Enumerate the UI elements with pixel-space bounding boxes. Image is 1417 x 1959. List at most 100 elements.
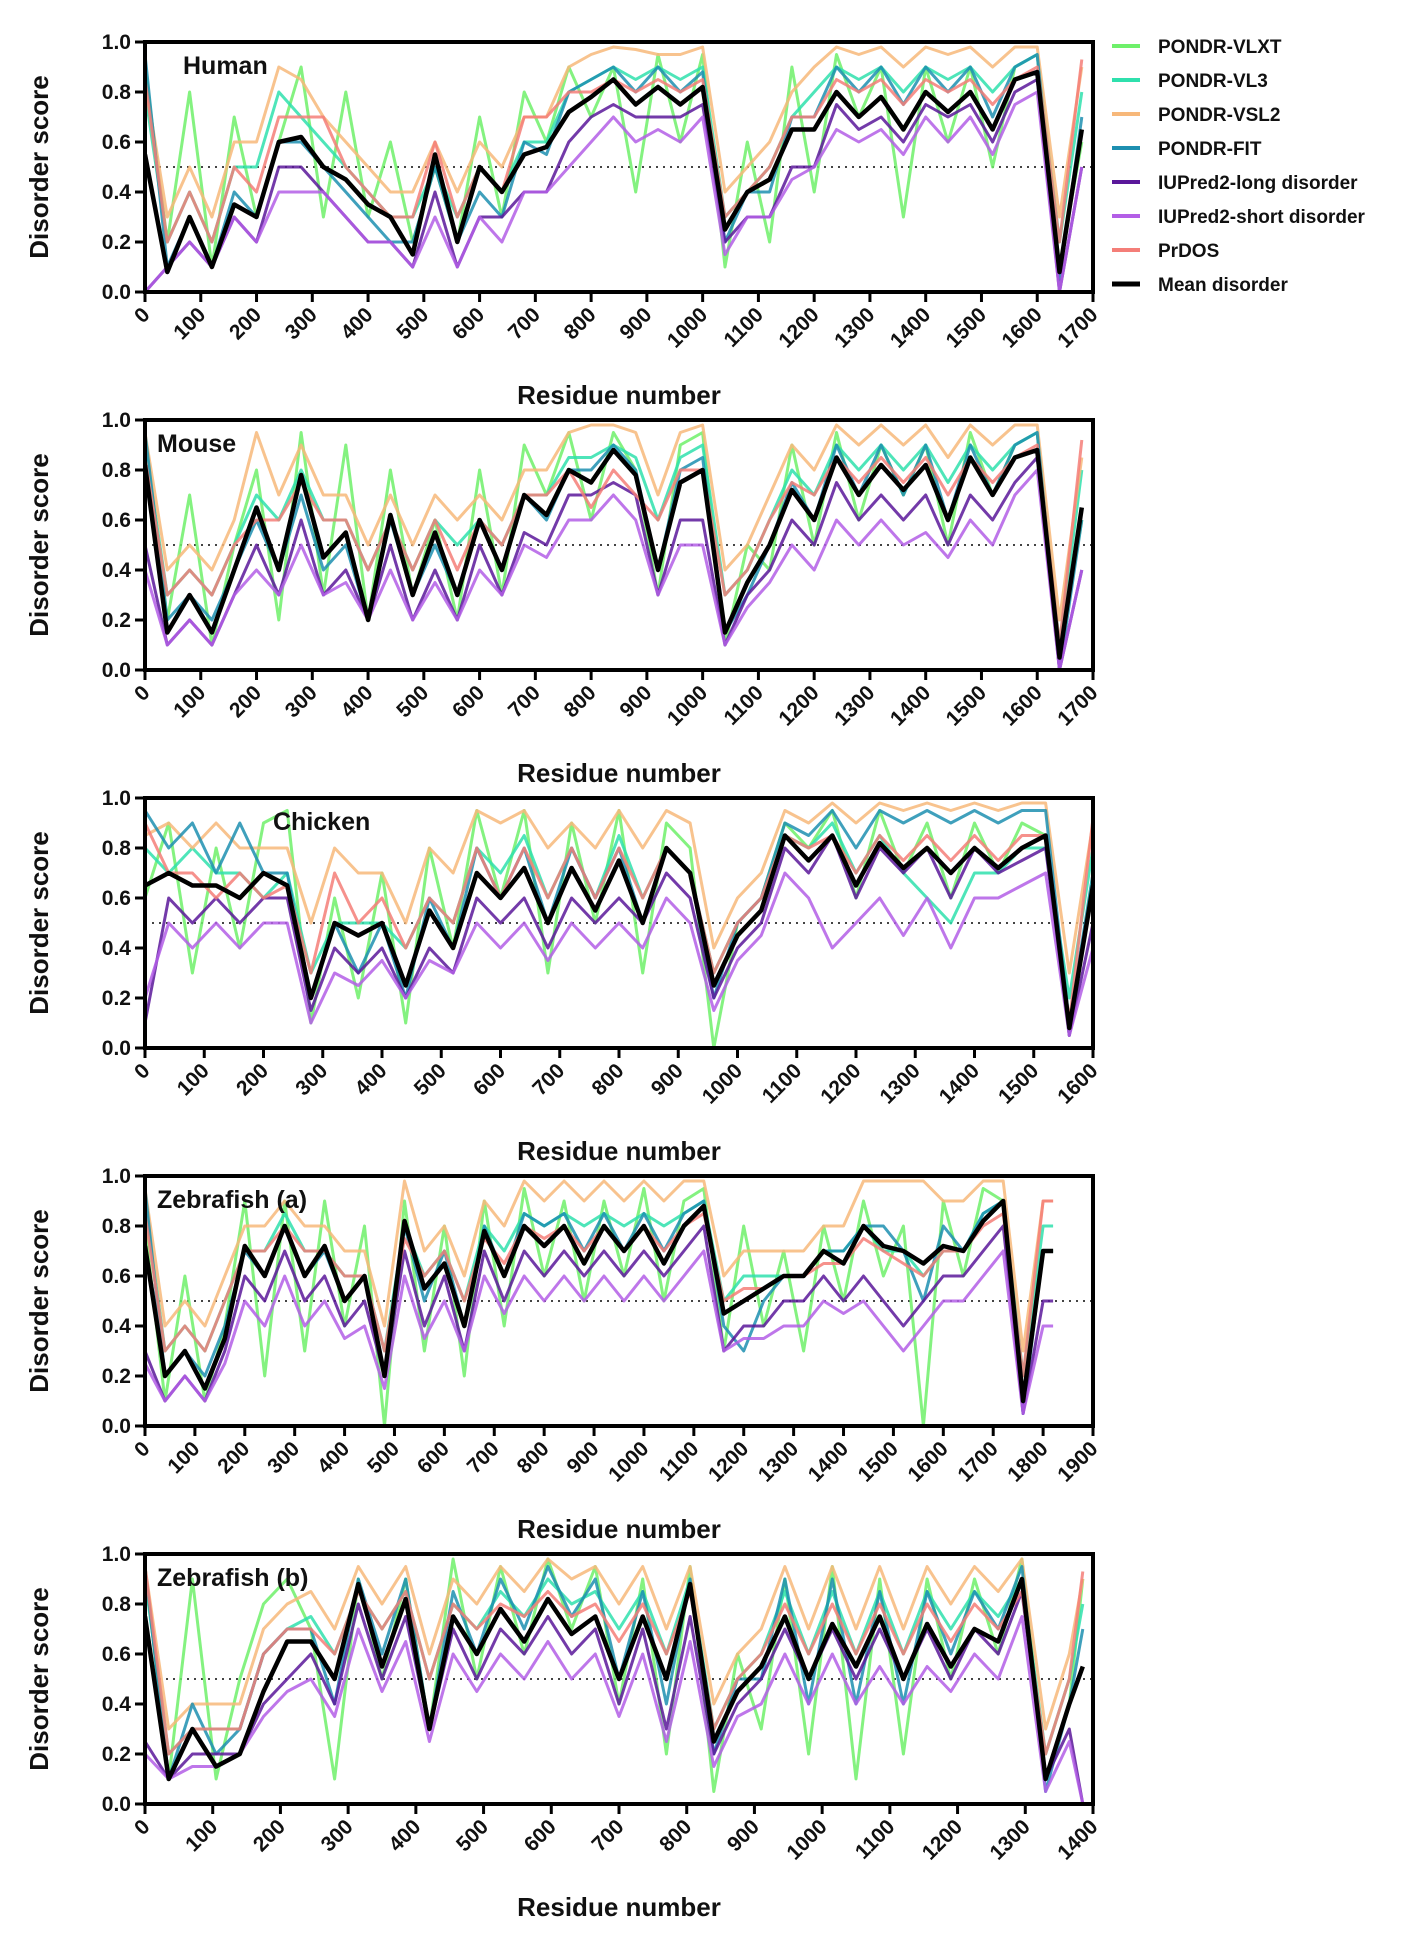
y-tick-label: 0.8 xyxy=(102,1215,132,1238)
x-tick-label: 1600 xyxy=(904,1437,953,1486)
series-line-pondr-vsl2 xyxy=(145,801,1093,975)
y-tick-label: 0.0 xyxy=(102,1037,131,1060)
x-tick-label: 1400 xyxy=(886,681,935,730)
x-tick-label: 1700 xyxy=(1053,681,1102,730)
x-tick-label: 1500 xyxy=(854,1437,903,1486)
chart-panel-2: 0.0 0.2 0.4 0.6 0.8 1.0 0 100 200 300 400 500 600 700… xyxy=(24,409,1103,788)
series-group xyxy=(145,801,1093,1048)
x-tick-label: 1700 xyxy=(953,1437,1002,1486)
legend-label: PONDR-VLXT xyxy=(1158,37,1282,58)
x-tick-label: 1600 xyxy=(997,303,1046,352)
series-line-iupred2-long-disorder xyxy=(145,1590,1085,1804)
x-tick-label: 1500 xyxy=(942,681,991,730)
x-tick-label: 600 xyxy=(448,681,489,722)
x-tick-label: 1000 xyxy=(782,1815,831,1864)
series-line-prdos xyxy=(145,1566,1085,1756)
legend-label: PONDR-VSL2 xyxy=(1158,105,1280,126)
y-axis-title: Disorder score xyxy=(24,75,54,259)
series-line-mean-disorder xyxy=(145,1576,1085,1782)
y-tick-label: 0.4 xyxy=(102,1693,132,1716)
series-group xyxy=(145,1179,1054,1426)
series-line-iupred2-long-disorder xyxy=(145,78,1084,292)
y-tick-label: 0.4 xyxy=(102,559,132,582)
x-tick-label: 600 xyxy=(520,1815,561,1856)
x-tick-label: 500 xyxy=(392,303,433,344)
series-line-mean-disorder xyxy=(145,833,1093,1031)
series-line-pondr-vlxt xyxy=(145,1187,1054,1426)
chart-panel-3: 0.0 0.2 0.4 0.6 0.8 1.0 0 100 200 300 400 500 600 700… xyxy=(24,787,1103,1166)
panel-title: Mouse xyxy=(157,430,236,458)
x-tick-label: 500 xyxy=(363,1437,404,1478)
y-tick-label: 0.0 xyxy=(102,1793,131,1816)
plot-frame xyxy=(143,418,1095,672)
x-tick-label: 900 xyxy=(563,1437,604,1478)
series-line-pondr-vsl2 xyxy=(145,45,1084,219)
series-line-iupred2-short-disorder xyxy=(145,468,1084,670)
legend-label: PONDR-VL3 xyxy=(1158,71,1268,92)
x-tick-label: 900 xyxy=(723,1815,764,1856)
x-tick-label: 500 xyxy=(410,1059,451,1100)
x-axis-title: Residue number xyxy=(517,1892,721,1922)
series-line-pondr-fit xyxy=(145,53,1084,281)
x-tick-label: 1100 xyxy=(719,681,767,729)
x-tick-label: 400 xyxy=(313,1437,354,1478)
x-tick-label: 1400 xyxy=(886,303,935,352)
y-axis-title: Disorder score xyxy=(24,1209,54,1393)
x-tick-label: 100 xyxy=(163,1437,204,1478)
panel-title: Human xyxy=(183,52,268,80)
y-axis-title: Disorder score xyxy=(24,831,54,1015)
x-tick-label: 1200 xyxy=(774,681,823,730)
x-tick-label: 300 xyxy=(291,1059,332,1100)
x-tick-label: 1500 xyxy=(942,303,991,352)
y-tick-label: 1.0 xyxy=(102,787,131,810)
series-line-pondr-vsl2 xyxy=(145,1179,1054,1353)
y-tick-label: 1.0 xyxy=(102,1165,131,1188)
x-tick-label: 800 xyxy=(560,303,601,344)
legend-label: PrDOS xyxy=(1158,241,1219,262)
x-tick-label: 0 xyxy=(130,1059,155,1084)
x-tick-label: 1900 xyxy=(1053,1437,1102,1486)
series-line-pondr-vsl2 xyxy=(145,423,1084,622)
x-tick-label: 1300 xyxy=(830,681,879,730)
y-tick-label: 0.6 xyxy=(102,131,131,154)
y-tick-label: 0.2 xyxy=(102,1743,131,1766)
x-tick-label: 100 xyxy=(181,1815,222,1856)
series-group xyxy=(145,1557,1085,1804)
x-tick-label: 1000 xyxy=(663,303,712,352)
x-tick-label: 0 xyxy=(130,1815,155,1840)
series-line-pondr-fit xyxy=(145,431,1084,670)
y-tick-label: 0.2 xyxy=(102,1365,131,1388)
x-tick-label: 200 xyxy=(249,1815,290,1856)
x-tick-label: 1100 xyxy=(719,303,767,351)
x-tick-label: 400 xyxy=(337,303,378,344)
panel-title: Zebrafish (a) xyxy=(157,1186,307,1214)
x-tick-label: 1600 xyxy=(1053,1059,1102,1108)
x-tick-label: 1300 xyxy=(986,1815,1035,1864)
y-tick-label: 0.0 xyxy=(102,1415,131,1438)
y-tick-label: 1.0 xyxy=(102,409,131,432)
y-tick-label: 0.8 xyxy=(102,81,132,104)
x-tick-label: 800 xyxy=(655,1815,696,1856)
x-tick-label: 0 xyxy=(130,303,155,328)
x-tick-label: 300 xyxy=(317,1815,358,1856)
panel-title: Chicken xyxy=(273,808,370,836)
series-line-pondr-vl3 xyxy=(145,1577,1085,1756)
x-tick-label: 300 xyxy=(263,1437,304,1478)
x-tick-label: 1200 xyxy=(918,1815,967,1864)
x-tick-label: 200 xyxy=(225,681,266,722)
x-tick-label: 100 xyxy=(173,1059,214,1100)
legend-label: Mean disorder xyxy=(1158,275,1288,296)
x-tick-label: 1200 xyxy=(816,1059,865,1108)
y-tick-label: 0.6 xyxy=(102,509,131,532)
x-tick-label: 300 xyxy=(281,681,322,722)
y-tick-label: 0.4 xyxy=(102,937,132,960)
y-axis-title: Disorder score xyxy=(24,453,54,637)
x-tick-label: 1500 xyxy=(994,1059,1043,1108)
x-tick-label: 1300 xyxy=(830,303,879,352)
series-line-mean-disorder xyxy=(145,69,1085,275)
x-tick-label: 100 xyxy=(169,681,210,722)
x-tick-label: 600 xyxy=(413,1437,454,1478)
x-tick-label: 1000 xyxy=(698,1059,747,1108)
x-tick-label: 1100 xyxy=(655,1437,703,1485)
